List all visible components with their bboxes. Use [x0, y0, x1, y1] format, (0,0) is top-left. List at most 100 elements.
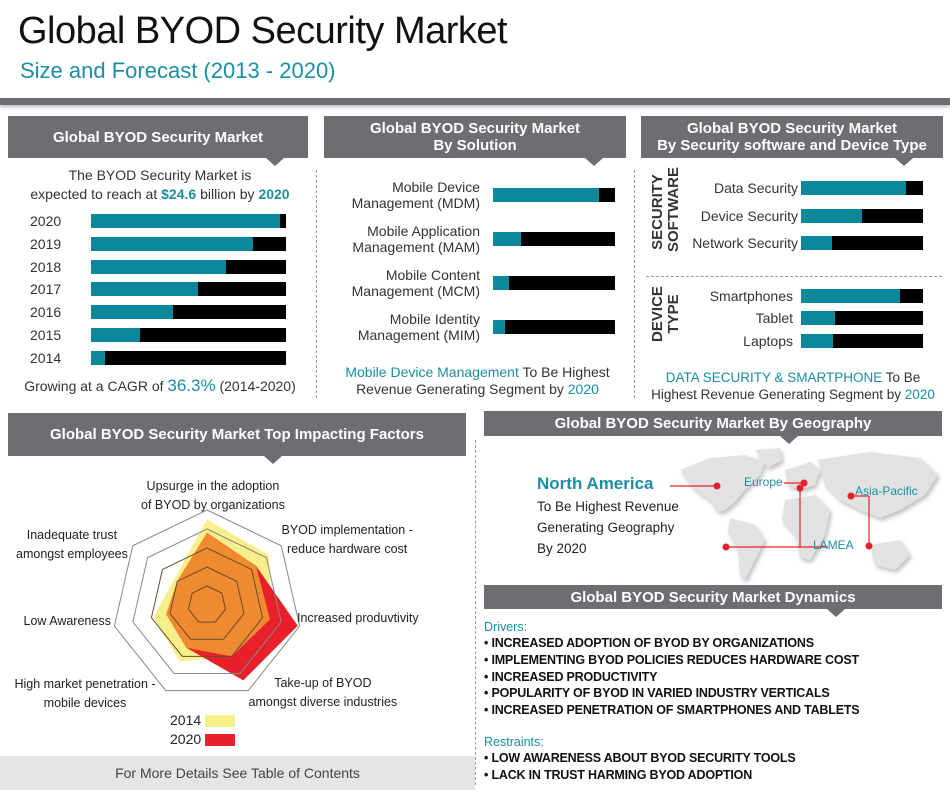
header-notch	[827, 609, 845, 617]
solution-note: Mobile Device Management To Be Highest R…	[320, 364, 635, 398]
bar-label: Mobile Device Management (MDM)	[351, 179, 480, 211]
radar-axis-label: Low Awareness	[23, 614, 111, 628]
radar-axis-label: Upsurge in the adoption of BYOD by organi…	[141, 479, 285, 512]
list-item: • LOW AWARENESS ABOUT BYOD SECURITY TOOL…	[484, 750, 796, 765]
radar-axis-label: Increased produvtivity	[297, 611, 419, 625]
bar-track	[91, 350, 286, 365]
cagr-period: (2014-2020)	[215, 378, 296, 394]
marker-asia	[847, 492, 855, 500]
bar-track	[801, 289, 923, 303]
bar-track	[91, 305, 286, 320]
bar-track	[801, 311, 923, 326]
solution-note-highlight: Mobile Device Management	[345, 364, 519, 380]
market-year: 2020	[258, 186, 290, 202]
bar-label: Tablet	[755, 310, 793, 327]
marker-lamea	[722, 543, 730, 551]
page-subtitle: Size and Forecast (2013 - 2020)	[20, 58, 336, 83]
panel-software-title: Global BYOD Security Market	[686, 120, 898, 137]
bar-fill	[801, 236, 832, 250]
divider	[475, 440, 476, 785]
divider	[316, 170, 317, 398]
panel-geo-header: Global BYOD Security Market By Geography	[484, 411, 942, 444]
header-notch	[780, 436, 798, 444]
bar-fill	[493, 276, 509, 290]
header-notch	[895, 158, 913, 166]
panel-software-subtitle: By Security software and Device Type	[657, 137, 927, 154]
bar-fill	[91, 282, 199, 297]
bar-label: Device Security	[700, 207, 798, 224]
marker-europe	[800, 479, 808, 487]
bar-fill	[801, 181, 906, 195]
bar-label: Smartphones	[709, 288, 793, 304]
bar-label: 2018	[30, 258, 62, 275]
device-type-label: DEVICE TYPE	[649, 285, 682, 343]
australia-shape	[870, 540, 910, 570]
header-notch	[266, 158, 284, 166]
panel-solution-title: Global BYOD Security Market	[369, 120, 581, 137]
bar-fill	[801, 289, 900, 303]
header-notch	[585, 158, 603, 166]
radar-axis-label: Inadequate trust amongst employees	[16, 528, 128, 561]
market-intro: The BYOD Security Market is expected to …	[0, 166, 320, 204]
radar-grid-ring	[113, 509, 301, 692]
geo-text-line: To Be Highest Revenue	[537, 499, 679, 514]
marker-australia	[865, 542, 873, 550]
list-item: • IMPLEMENTING BYOD POLICIES REDUCES HAR…	[484, 652, 859, 667]
legend-item-2020: 2020	[170, 730, 236, 749]
bar-label: 2015	[30, 327, 62, 343]
bar-fill	[91, 328, 140, 342]
bar-track	[91, 214, 286, 228]
divider	[646, 276, 942, 277]
cagr-text: Growing at a CAGR of 36.3% (2014-2020)	[0, 376, 320, 396]
bar-fill	[801, 208, 862, 223]
drivers-list: • INCREASED ADOPTION OF BYOD BY ORGANIZA…	[484, 635, 860, 719]
bar-label: 2014	[30, 349, 62, 366]
bar-track	[801, 181, 923, 195]
radar-chart	[113, 509, 301, 692]
marker-north-america	[713, 482, 721, 490]
radar-grid-ring	[150, 547, 264, 657]
asia-shape	[818, 452, 938, 518]
radar-grid-ring	[187, 585, 227, 623]
cagr-value: 36.3%	[167, 376, 216, 395]
list-item: • INCREASED PRODUCTIVITY	[484, 669, 658, 684]
software-note-year: 2020	[904, 387, 935, 402]
bar-fill	[493, 320, 506, 334]
group-label: SECURITY	[649, 174, 666, 250]
world-map	[670, 448, 938, 580]
radar-axis-label: High market penetration - mobile devices	[14, 677, 156, 710]
greenland-shape	[755, 448, 782, 468]
drivers-label: Drivers:	[484, 620, 528, 634]
bar-track	[801, 208, 923, 223]
bar-label: Mobile Content Management (MCM)	[351, 267, 480, 299]
header-notch	[264, 456, 282, 464]
bar-track	[91, 328, 286, 342]
bar-track	[493, 188, 615, 202]
restraints-list: • LOW AWARENESS ABOUT BYOD SECURITY TOOL…	[484, 750, 859, 784]
bar-track	[91, 259, 286, 274]
panel-market-title: Global BYOD Security Market	[52, 128, 264, 146]
panel-dynamics-title: Global BYOD Security Market Dynamics	[570, 588, 856, 606]
radar-axis-label: Take-up of BYOD amongst diverse industrie…	[248, 676, 398, 709]
panel-solution-header: Global BYOD Security Market By Solution	[324, 116, 626, 166]
bar-track	[91, 236, 286, 251]
group-label: DEVICE	[649, 286, 666, 342]
restraints-label: Restraints:	[484, 734, 544, 749]
africa-shape	[782, 495, 830, 560]
panel-software-header: Global BYOD Security Market By Security …	[641, 116, 943, 166]
software-note: DATA SECURITY & SMARTPHONE To Be Highest…	[636, 369, 950, 403]
bar-label: 2016	[30, 304, 62, 321]
radar-axis-label: BYOD implementation - reduce hardware cos…	[281, 523, 413, 556]
solution-note-year: 2020	[567, 381, 599, 397]
bar-label: Data Security	[713, 180, 798, 196]
geo-text-line: By 2020	[537, 541, 587, 556]
radar-overlap	[166, 532, 270, 657]
geo-highlight: North America	[537, 474, 654, 493]
footer-toc-link[interactable]: For More Details See Table of Contents	[0, 756, 475, 790]
bar-fill	[91, 350, 105, 365]
panel-dynamics-header: Global BYOD Security Market Dynamics	[484, 585, 942, 617]
bar-track	[91, 282, 286, 297]
bar-label: Mobile Identity Management (MIM)	[357, 311, 480, 343]
bar-label: 2019	[30, 235, 62, 252]
bar-track	[801, 236, 923, 250]
